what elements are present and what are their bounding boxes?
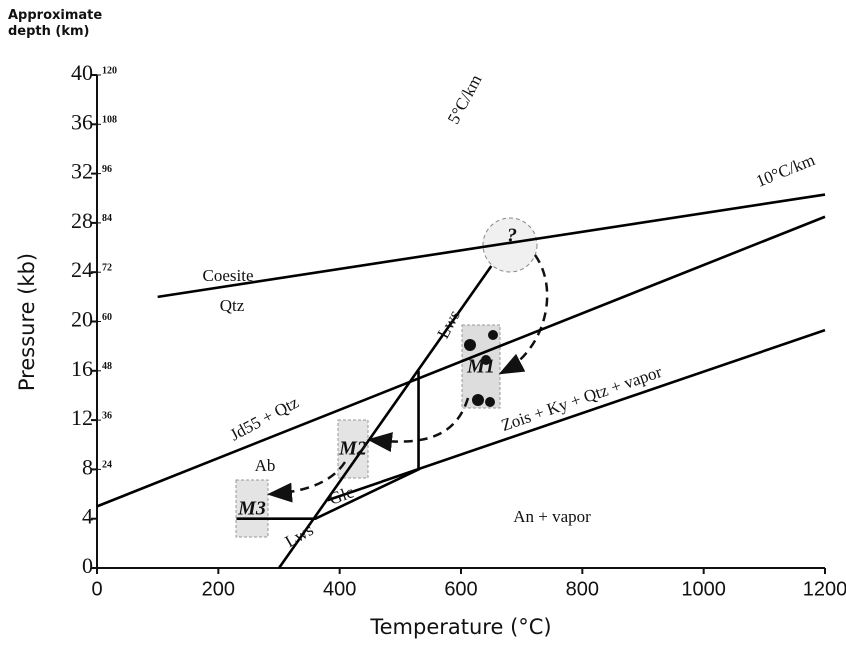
- y-axis-title: Pressure (kb): [15, 253, 39, 391]
- y2-tick-label: 96: [102, 164, 112, 175]
- reaction-line: [236, 370, 420, 520]
- annotation: Glc: [327, 482, 357, 508]
- annotation: 10°C/km: [753, 150, 817, 191]
- annotation: ?: [507, 225, 517, 247]
- annotation: Qtz: [220, 296, 245, 315]
- y-tick-label: 0: [82, 553, 93, 578]
- annotation: Lws: [282, 520, 317, 551]
- annotation: 5°C/km: [444, 71, 486, 127]
- annotation: Zois + Ky + Qtz + vapor: [499, 362, 665, 435]
- y2-tick-label: 120: [102, 65, 117, 76]
- x-tick-label: 1000: [681, 578, 726, 600]
- annotation: Jd55 + Qtz: [227, 392, 302, 444]
- y2-tick-label: 60: [102, 312, 112, 323]
- y-tick-label: 12: [71, 405, 93, 430]
- y-tick-label: 40: [71, 60, 93, 85]
- y-tick-label: 28: [71, 208, 93, 233]
- y-tick-label: 20: [71, 307, 93, 332]
- y2-tick-label: 72: [102, 262, 112, 273]
- y-tick-label: 16: [71, 356, 93, 381]
- y-tick-label: 4: [82, 504, 93, 529]
- y-tick-label: 36: [71, 109, 93, 134]
- x-tick-label: 1200: [803, 578, 846, 600]
- y2-tick-label: 36: [102, 410, 112, 421]
- x-tick-label: 0: [91, 578, 102, 600]
- y2-tick-label: 48: [102, 361, 112, 372]
- pt-path: [267, 254, 549, 503]
- annotation: Coesite: [203, 266, 254, 285]
- reaction-line: [96, 215, 826, 508]
- annotation: M3: [237, 498, 266, 520]
- x-tick-label: 800: [566, 578, 599, 600]
- y2-tick-label: 84: [102, 213, 112, 224]
- reaction-line: [157, 193, 826, 299]
- sample-boxes: [235, 217, 538, 538]
- y2-tick-label: 108: [102, 115, 117, 126]
- y-tick-label: 24: [71, 257, 93, 282]
- annotation: M2: [338, 438, 367, 460]
- x-tick-label: 400: [323, 578, 356, 600]
- annotation: Ab: [255, 456, 276, 475]
- y-tick-label: 32: [71, 159, 93, 184]
- x-tick-label: 200: [202, 578, 235, 600]
- y2-tick-label: 24: [102, 460, 112, 471]
- annotation: An + vapor: [513, 507, 591, 526]
- annotation: M1: [466, 356, 495, 378]
- reaction-line: [327, 328, 826, 502]
- x-axis-title: Temperature (°C): [369, 615, 551, 639]
- y2-axis-title: Approximate depth (km): [8, 8, 103, 39]
- y-tick-label: 8: [82, 454, 93, 479]
- x-tick-label: 600: [444, 578, 477, 600]
